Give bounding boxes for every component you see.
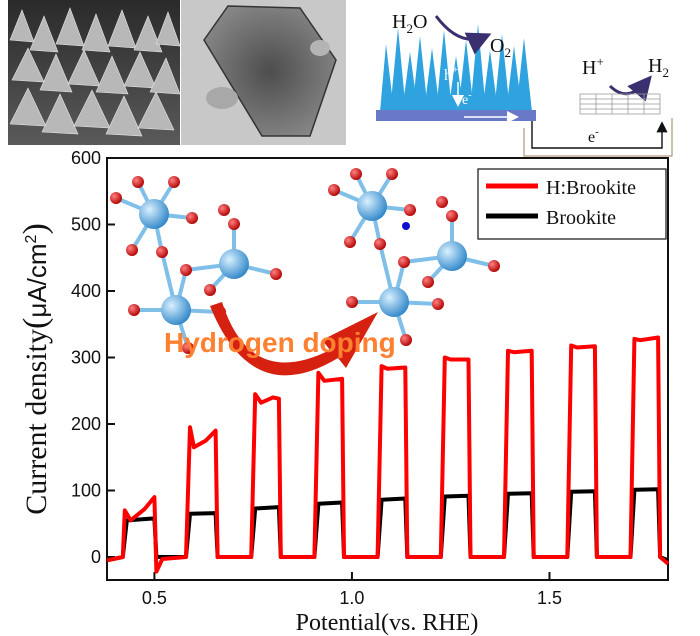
oxygen-atom bbox=[346, 296, 358, 308]
oxygen-atom bbox=[168, 176, 180, 188]
oxygen-atom bbox=[432, 298, 444, 310]
series-line-h-brookite bbox=[106, 335, 670, 574]
oxygen-atom bbox=[404, 204, 416, 216]
y-tick-label: 0 bbox=[91, 547, 101, 567]
proton-label: H+ bbox=[582, 54, 604, 79]
hydrogen-atom bbox=[402, 222, 410, 230]
oxygen-atom bbox=[180, 264, 192, 276]
oxygen-atom bbox=[182, 342, 194, 354]
axis-tick-labels: 0 100 200 300 400 500 600 0.5 1.0 1.5 bbox=[71, 148, 562, 608]
doping-arrow bbox=[210, 302, 378, 376]
x-tick-label: 1.5 bbox=[537, 588, 562, 608]
oxidation-arrow bbox=[434, 15, 492, 55]
sem-image bbox=[8, 0, 181, 145]
counter-electrode bbox=[579, 93, 661, 115]
series-layer bbox=[106, 335, 670, 574]
circuit-electron-label: e- bbox=[588, 126, 599, 146]
oxygen-atom bbox=[270, 268, 282, 280]
reduction-arrow bbox=[608, 75, 652, 102]
oxygen-atom bbox=[350, 168, 362, 180]
oxygen-atom bbox=[132, 176, 144, 188]
x-tick-label: 1.0 bbox=[339, 588, 364, 608]
oxygen-atom bbox=[204, 284, 216, 296]
oxygen-atom bbox=[186, 212, 198, 224]
oxygen-atom bbox=[400, 334, 412, 346]
oxygen-atom bbox=[126, 244, 138, 256]
titanium-atom bbox=[437, 241, 467, 271]
legend-label-h-brookite: H:Brookite bbox=[546, 177, 636, 199]
oxygen-atom bbox=[374, 238, 386, 250]
titanium-atom bbox=[139, 199, 169, 229]
circuit-wire bbox=[531, 121, 668, 149]
oxygen-atom bbox=[344, 236, 356, 248]
titanium-atom bbox=[379, 287, 409, 317]
titanium-atom bbox=[357, 191, 387, 221]
nanorod-array bbox=[376, 24, 536, 123]
doping-label: Hydrogen doping bbox=[164, 327, 396, 358]
legend-label-brookite: Brookite bbox=[546, 207, 616, 229]
substrate bbox=[376, 110, 536, 121]
y-tick-label: 100 bbox=[71, 481, 101, 501]
oxygen-atom bbox=[328, 184, 340, 196]
x-axis-title: Potential(vs. RHE) bbox=[296, 610, 479, 636]
oxygen-atom bbox=[398, 256, 410, 268]
tem-image bbox=[181, 0, 346, 145]
y-tick-label: 500 bbox=[71, 215, 101, 235]
circuit-outline bbox=[523, 118, 673, 157]
h2-label: H2 bbox=[648, 55, 669, 80]
electron-label: e- bbox=[462, 90, 472, 108]
oxygen-atom bbox=[228, 218, 240, 230]
oxygen-atom bbox=[436, 196, 448, 208]
y-tick-label: 600 bbox=[71, 148, 101, 168]
oxygen-atom bbox=[488, 260, 500, 272]
oxygen-atom bbox=[128, 304, 140, 316]
h2o-label: H2O bbox=[392, 11, 427, 36]
series-line-brookite bbox=[106, 487, 669, 563]
y-tick-label: 400 bbox=[71, 281, 101, 301]
o2-label: O2 bbox=[490, 35, 511, 60]
titanium-atom bbox=[161, 295, 191, 325]
y-axis-title: Current density(μA/cm2) bbox=[17, 223, 54, 515]
oxygen-atom bbox=[218, 204, 230, 216]
legend-box bbox=[477, 168, 667, 240]
h-brookite-structure bbox=[328, 168, 500, 346]
brookite-structure bbox=[110, 176, 282, 354]
y-tick-label: 200 bbox=[71, 414, 101, 434]
legend: H:Brookite Brookite bbox=[477, 168, 667, 240]
oxygen-atom bbox=[446, 210, 458, 222]
titanium-atom bbox=[219, 249, 249, 279]
oxygen-atom bbox=[422, 276, 434, 288]
plot-frame bbox=[106, 157, 669, 581]
oxygen-atom bbox=[156, 246, 168, 258]
hole-label: h+ bbox=[444, 64, 458, 84]
x-tick-label: 0.5 bbox=[142, 588, 167, 608]
y-tick-label: 300 bbox=[71, 348, 101, 368]
oxygen-atom bbox=[386, 168, 398, 180]
oxygen-atom bbox=[110, 192, 122, 204]
